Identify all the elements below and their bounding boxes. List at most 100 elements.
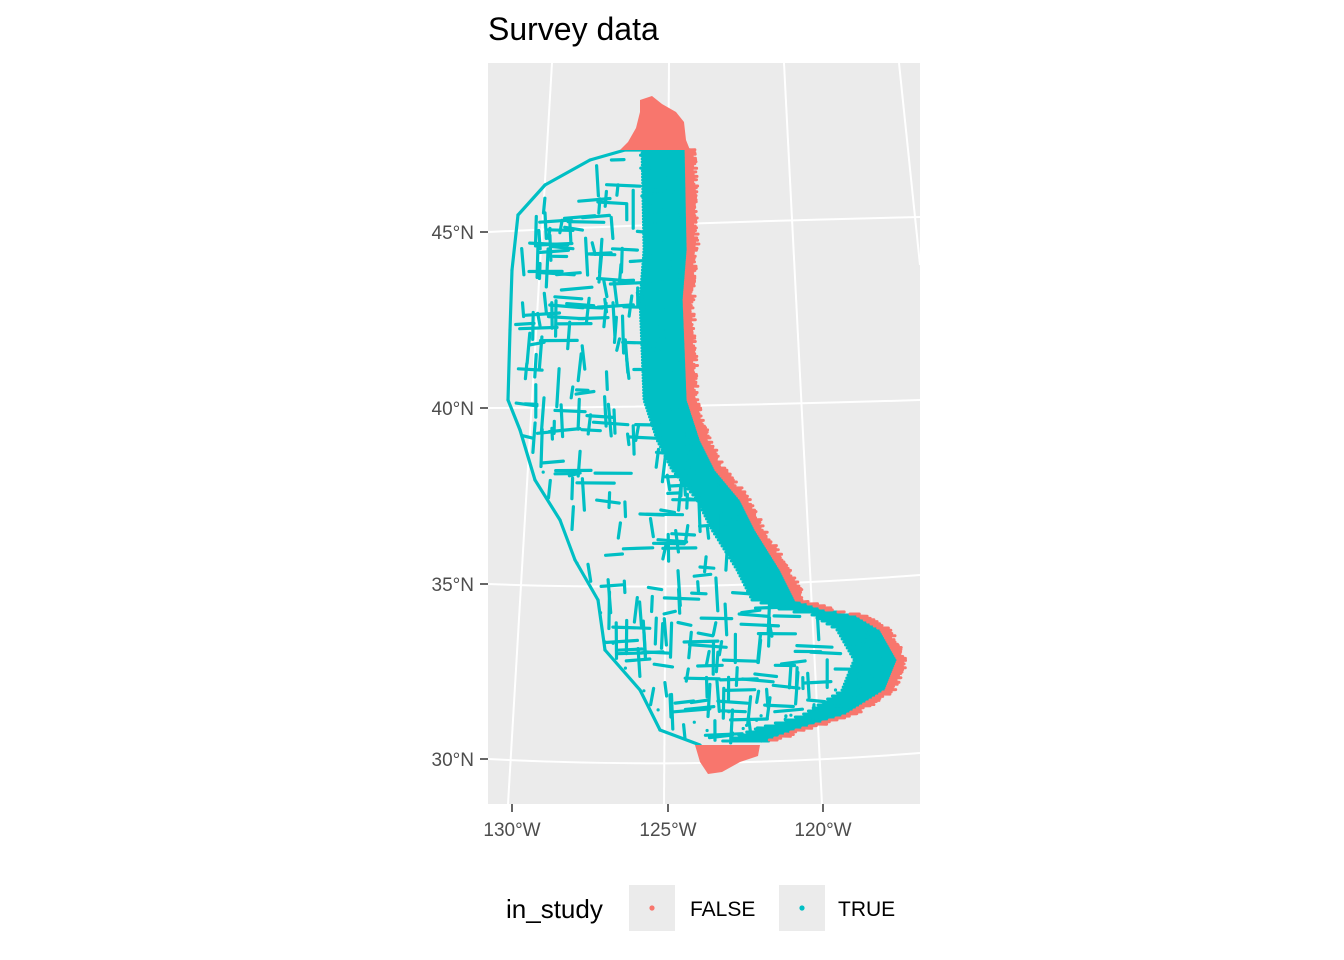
true-point: [558, 518, 577, 562]
false-point: [734, 492, 747, 496]
true-point: [651, 279, 672, 286]
true-point: [520, 301, 526, 319]
true-point: [868, 650, 889, 656]
true-point: [648, 516, 655, 539]
true-point: [533, 352, 538, 379]
true-point: [518, 428, 537, 482]
true-point: [755, 689, 761, 705]
true-point: [566, 220, 606, 224]
true-point: [624, 657, 652, 663]
true-point: [516, 183, 547, 217]
true-point: [755, 726, 782, 731]
true-point: [550, 244, 575, 251]
true-point: [555, 367, 561, 409]
true-point: [523, 311, 562, 317]
legend-title: in_study: [506, 894, 603, 924]
false-point: [711, 462, 722, 466]
true-point: [563, 225, 585, 232]
true-point: [756, 632, 763, 664]
true-point: [539, 427, 544, 469]
true-point: [711, 621, 718, 637]
false-point: [800, 600, 810, 604]
true-point: [541, 196, 547, 215]
true-point: [573, 558, 600, 602]
true-point: [698, 565, 716, 570]
true-point: [632, 595, 639, 624]
legend-marker-false: [649, 905, 655, 911]
true-point: [704, 675, 709, 699]
false-point: [684, 150, 697, 154]
true-point: [599, 583, 625, 589]
y-axis: 45°N 40°N 35°N 30°N: [432, 223, 488, 771]
true-point: [650, 240, 685, 246]
true-point: [861, 622, 866, 656]
true-point: [506, 398, 522, 432]
true-point: [658, 728, 702, 747]
true-point: [537, 335, 544, 372]
true-point: [615, 337, 622, 352]
true-point: [875, 662, 894, 667]
true-point: [705, 524, 711, 540]
graticule-line: [783, 63, 823, 804]
true-point: [763, 703, 795, 709]
false-point: [685, 266, 698, 270]
false-point: [684, 270, 695, 274]
true-point: [773, 707, 805, 714]
true-point: [533, 478, 562, 522]
true-point: [570, 476, 575, 501]
true-point: [771, 683, 801, 690]
true-point: [602, 279, 609, 299]
true-point: [606, 402, 613, 438]
true-point: [668, 263, 675, 304]
true-point: [746, 715, 753, 740]
true-point: [660, 455, 667, 484]
true-point: [553, 408, 587, 414]
true-point: [663, 276, 668, 312]
true-point: [856, 664, 862, 698]
true-point: [847, 673, 878, 678]
true-point: [740, 608, 762, 615]
true-point: [533, 214, 538, 248]
true-point: [714, 576, 720, 613]
false-point: [872, 624, 884, 628]
true-point: [628, 258, 657, 264]
true-point: [590, 241, 597, 256]
true-point: [639, 650, 665, 655]
true-point: [653, 188, 684, 195]
true-point: [604, 183, 642, 188]
true-point: [523, 402, 539, 406]
false-point: [683, 326, 696, 330]
false-point: [894, 654, 905, 658]
true-point: [651, 252, 677, 258]
true-point: [815, 606, 821, 642]
true-point: [525, 331, 532, 365]
true-point: [656, 350, 673, 355]
true-point: [730, 590, 763, 597]
true-point: [663, 427, 699, 434]
true-point: [662, 617, 669, 647]
true-point: [662, 609, 677, 616]
true-point: [602, 301, 608, 329]
true-point: [636, 646, 642, 679]
true-point: [661, 321, 666, 341]
true-point: [648, 686, 656, 707]
true-point: [508, 268, 514, 332]
true-point: [541, 459, 565, 465]
true-point: [539, 396, 546, 433]
true-point: [737, 612, 771, 619]
legend-label-true: TRUE: [838, 898, 895, 921]
true-point: [518, 325, 559, 331]
true-point: [740, 677, 775, 684]
false-point: [763, 542, 772, 546]
true-point: [672, 297, 680, 333]
true-point: [794, 666, 799, 690]
true-point: [639, 291, 644, 308]
true-point: [625, 432, 631, 447]
true-point: [634, 423, 665, 427]
true-point: [612, 315, 619, 344]
false-point-cluster: [620, 96, 690, 150]
true-point: [865, 636, 890, 643]
true-point: [706, 682, 712, 719]
true-point: [528, 241, 570, 247]
